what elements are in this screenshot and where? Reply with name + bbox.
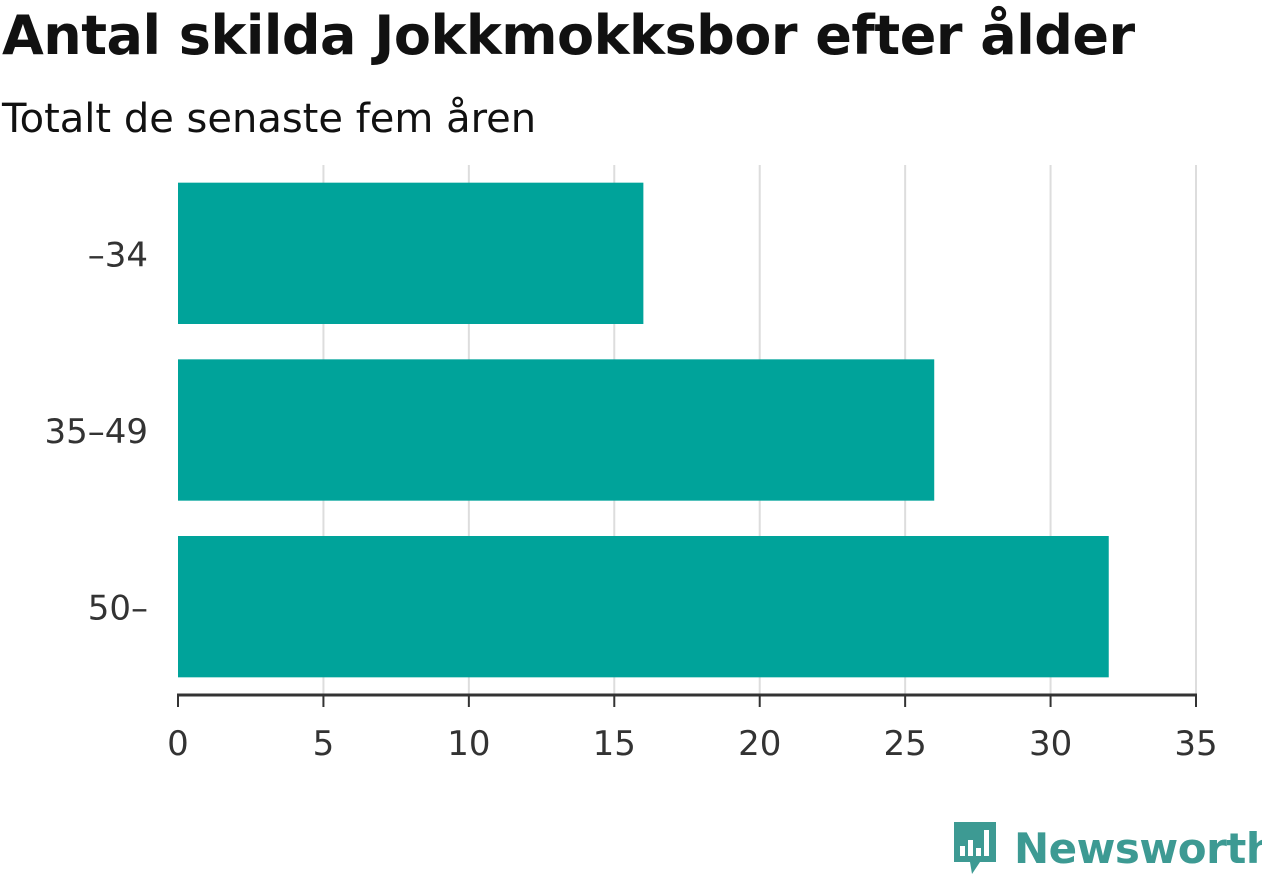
category-label: –34 bbox=[88, 235, 148, 275]
x-tick-label: 15 bbox=[593, 724, 636, 764]
x-tick-label: 10 bbox=[447, 724, 490, 764]
x-tick-label: 5 bbox=[313, 724, 335, 764]
bar-chart-speech-bubble-icon bbox=[954, 822, 996, 874]
category-label: 35–49 bbox=[44, 412, 148, 452]
chart-title: Antal skilda Jokkmokksbor efter ålder bbox=[2, 4, 1135, 67]
brand-logo: Newsworthy bbox=[950, 818, 1262, 878]
x-tick-label: 0 bbox=[167, 724, 189, 764]
x-tick-label: 35 bbox=[1174, 724, 1217, 764]
chart-subtitle: Totalt de senaste fem åren bbox=[2, 96, 537, 142]
x-tick-label: 25 bbox=[884, 724, 927, 764]
category-label: 50– bbox=[88, 589, 148, 629]
bar bbox=[178, 182, 644, 324]
brand-name: Newsworthy bbox=[1014, 823, 1262, 873]
x-tick-label: 30 bbox=[1029, 724, 1072, 764]
bar bbox=[178, 359, 935, 501]
bar bbox=[178, 536, 1109, 678]
x-tick-label: 20 bbox=[738, 724, 781, 764]
